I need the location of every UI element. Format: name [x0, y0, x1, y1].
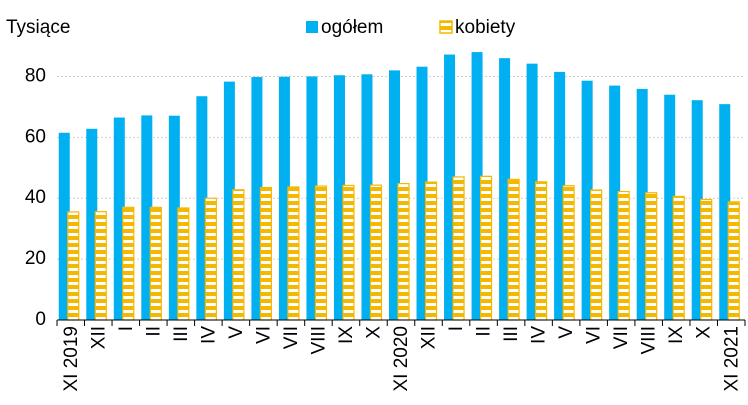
y-tick-label: 60: [25, 126, 46, 147]
bar: [526, 63, 538, 320]
y-tick-label: 80: [25, 65, 46, 86]
bar: [416, 66, 428, 320]
bar: [58, 132, 70, 320]
bar: [554, 71, 566, 320]
x-tick-label: VII: [281, 326, 302, 349]
y-tick-label: 40: [25, 187, 46, 208]
bar: [590, 189, 603, 321]
x-tick-label: II: [143, 326, 164, 337]
x-tick-label: XII: [419, 326, 440, 349]
bar: [196, 96, 208, 320]
x-tick-label: X: [694, 326, 715, 339]
bar: [397, 183, 410, 321]
bar: [424, 181, 438, 321]
bar: [67, 211, 80, 321]
x-tick-label: V: [226, 326, 247, 339]
x-tick-label: VIII: [308, 326, 329, 355]
x-tick-label: VII: [611, 326, 632, 349]
bar: [342, 184, 355, 321]
bar: [361, 74, 373, 321]
bar: [389, 70, 400, 320]
bar: [444, 54, 456, 320]
x-tick-label: I: [446, 326, 467, 331]
bar: [499, 58, 511, 321]
x-tick-label: XI 2019: [61, 326, 82, 392]
bar: [141, 115, 153, 320]
y-axis-label: Tysiące: [6, 17, 70, 38]
legend-label: ogółem: [321, 17, 383, 38]
x-tick-label: IV: [198, 326, 219, 344]
legend-label: kobiety: [455, 17, 516, 38]
x-tick-label: IV: [529, 326, 550, 344]
legend-swatch: [306, 21, 318, 33]
bar: [149, 206, 162, 321]
bar: [86, 128, 98, 320]
x-tick-label: X: [363, 326, 384, 339]
y-tick-label: 0: [35, 309, 46, 330]
x-tick-label: IX: [336, 326, 357, 344]
bar: [636, 88, 648, 320]
x-tick-label: VIII: [639, 326, 660, 355]
bar: [719, 104, 731, 320]
bar: [278, 76, 290, 320]
x-tick-label: XI 2021: [721, 326, 742, 392]
x-tick-label: XI 2020: [391, 326, 412, 392]
bar: [122, 206, 135, 321]
bar: [700, 198, 713, 321]
bar: [369, 184, 383, 321]
x-tick-label: II: [474, 326, 495, 337]
bar: [259, 186, 272, 321]
bar: [507, 178, 520, 321]
bar: [306, 76, 318, 320]
bar: [168, 115, 180, 321]
y-tick-label: 20: [25, 248, 46, 269]
bar: [691, 100, 703, 321]
bar: [672, 195, 685, 321]
x-tick-label: XII: [88, 326, 109, 349]
x-tick-label: VI: [584, 326, 605, 344]
bar: [94, 211, 107, 321]
bar: [223, 81, 235, 321]
bar: [287, 186, 300, 321]
x-tick-label: III: [501, 326, 522, 342]
bar: [609, 85, 621, 320]
bar: [232, 189, 245, 321]
bar: [204, 197, 217, 321]
x-tick-label: V: [556, 326, 577, 339]
bar: [562, 185, 575, 321]
bar: [534, 181, 548, 321]
bar: [617, 190, 630, 321]
x-tick-label: I: [116, 326, 137, 331]
bar: [727, 201, 740, 321]
bar: [314, 185, 328, 321]
bar: [645, 192, 658, 321]
bar: [471, 52, 483, 320]
bar: [581, 80, 593, 320]
x-tick-label: IX: [666, 326, 687, 344]
x-tick-label: VI: [253, 326, 274, 344]
bar: [452, 176, 465, 321]
bar: [113, 117, 125, 321]
legend-swatch: [439, 20, 453, 34]
bar: [333, 75, 345, 320]
bar: [177, 207, 190, 321]
bar: [251, 77, 263, 320]
x-tick-label: III: [171, 326, 192, 342]
bar: [479, 175, 493, 321]
bar: [664, 94, 676, 320]
